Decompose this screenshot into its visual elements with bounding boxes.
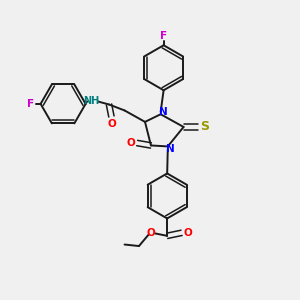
Text: O: O	[147, 228, 155, 239]
Text: O: O	[107, 119, 116, 129]
Text: N: N	[159, 107, 167, 117]
Text: O: O	[184, 228, 193, 238]
Text: F: F	[27, 99, 34, 109]
Text: N: N	[166, 144, 175, 154]
Text: O: O	[126, 138, 135, 148]
Text: NH: NH	[83, 97, 99, 106]
Text: S: S	[200, 121, 209, 134]
Text: F: F	[160, 31, 167, 41]
